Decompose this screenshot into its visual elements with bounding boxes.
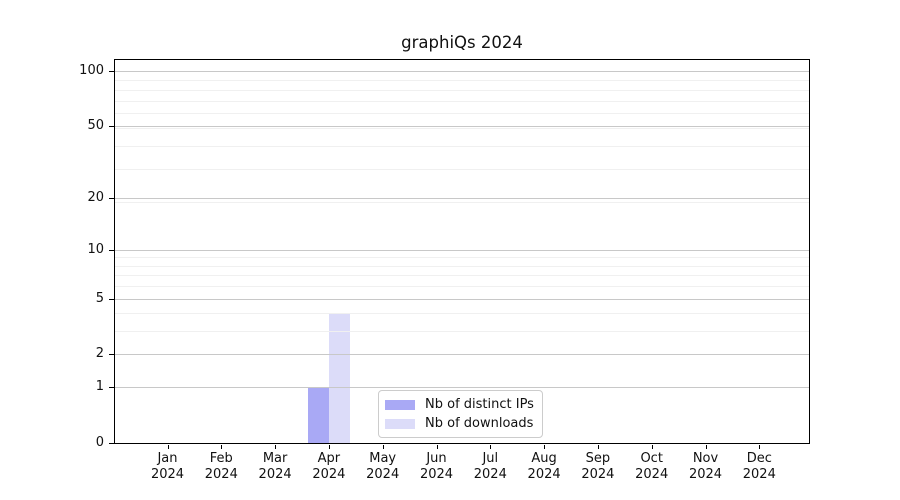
y-major-gridline (115, 387, 809, 389)
x-tick-mark (328, 445, 330, 449)
legend-swatch-distinct-ips (385, 399, 415, 410)
y-minor-gridline (115, 265, 809, 267)
bar-apr-series1 (328, 313, 350, 443)
x-tick-label: Aug 2024 (527, 451, 561, 482)
y-minor-gridline (115, 127, 809, 129)
x-tick-label: May 2024 (366, 451, 400, 482)
plot-area (114, 59, 810, 444)
y-major-gridline (115, 298, 809, 300)
y-minor-gridline (115, 168, 809, 170)
y-tick-label: 1 (95, 379, 104, 395)
y-tick-mark (109, 387, 114, 389)
y-tick-label: 50 (87, 118, 104, 134)
y-tick-mark (109, 70, 114, 72)
legend-item-downloads: Nb of downloads (385, 414, 538, 433)
x-tick-mark (221, 445, 223, 449)
x-tick-label: Dec 2024 (742, 451, 776, 482)
y-tick-label: 5 (95, 290, 104, 306)
x-tick-label: Mar 2024 (258, 451, 292, 482)
y-minor-gridline (115, 286, 809, 288)
y-major-gridline (115, 126, 809, 128)
y-minor-gridline (115, 112, 809, 114)
y-tick-mark (109, 298, 114, 300)
legend-label-downloads: Nb of downloads (425, 416, 534, 431)
y-minor-gridline (115, 89, 809, 91)
x-tick-mark (651, 445, 653, 449)
x-tick-mark (544, 445, 546, 449)
x-tick-mark (759, 445, 761, 449)
x-tick-label: Oct 2024 (635, 451, 669, 482)
x-tick-mark (490, 445, 492, 449)
x-tick-label: Jan 2024 (150, 451, 185, 482)
y-minor-gridline (115, 80, 809, 82)
y-major-gridline (115, 354, 809, 356)
y-tick-mark (109, 126, 114, 128)
y-minor-gridline (115, 275, 809, 277)
x-tick-mark (705, 445, 707, 449)
x-tick-label: Apr 2024 (312, 451, 346, 482)
y-minor-gridline (115, 145, 809, 147)
y-major-gridline (115, 197, 809, 199)
y-minor-gridline (115, 331, 809, 333)
legend: Nb of distinct IPs Nb of downloads (378, 390, 543, 438)
y-major-gridline (115, 249, 809, 251)
legend-swatch-downloads (385, 418, 415, 429)
y-minor-gridline (115, 313, 809, 315)
x-tick-label: Sep 2024 (581, 451, 615, 482)
x-tick-label: Feb 2024 (204, 451, 238, 482)
x-tick-mark (597, 445, 599, 449)
x-tick-mark (275, 445, 277, 449)
y-tick-label: 100 (79, 62, 104, 78)
x-tick-mark (382, 445, 384, 449)
x-tick-label: Nov 2024 (688, 451, 723, 482)
x-tick-mark (167, 445, 169, 449)
y-tick-label: 10 (87, 241, 104, 257)
y-minor-gridline (115, 257, 809, 259)
x-tick-mark (436, 445, 438, 449)
y-minor-gridline (115, 201, 809, 203)
y-tick-label: 0 (95, 435, 104, 450)
y-tick-mark (109, 249, 114, 251)
y-tick-mark (109, 197, 114, 199)
y-tick-mark (109, 354, 114, 356)
y-tick-label: 2 (95, 346, 104, 362)
y-minor-gridline (115, 100, 809, 102)
x-tick-label: Jun 2024 (419, 451, 454, 482)
y-major-gridline (115, 70, 809, 72)
y-tick-label: 20 (87, 189, 104, 205)
bar-apr-series0 (307, 387, 329, 443)
x-tick-label: Jul 2024 (473, 451, 507, 482)
y-tick-mark (109, 443, 114, 444)
chart-title: graphiQs 2024 (401, 33, 523, 52)
legend-item-distinct-ips: Nb of distinct IPs (385, 395, 538, 414)
legend-label-distinct-ips: Nb of distinct IPs (425, 397, 534, 412)
